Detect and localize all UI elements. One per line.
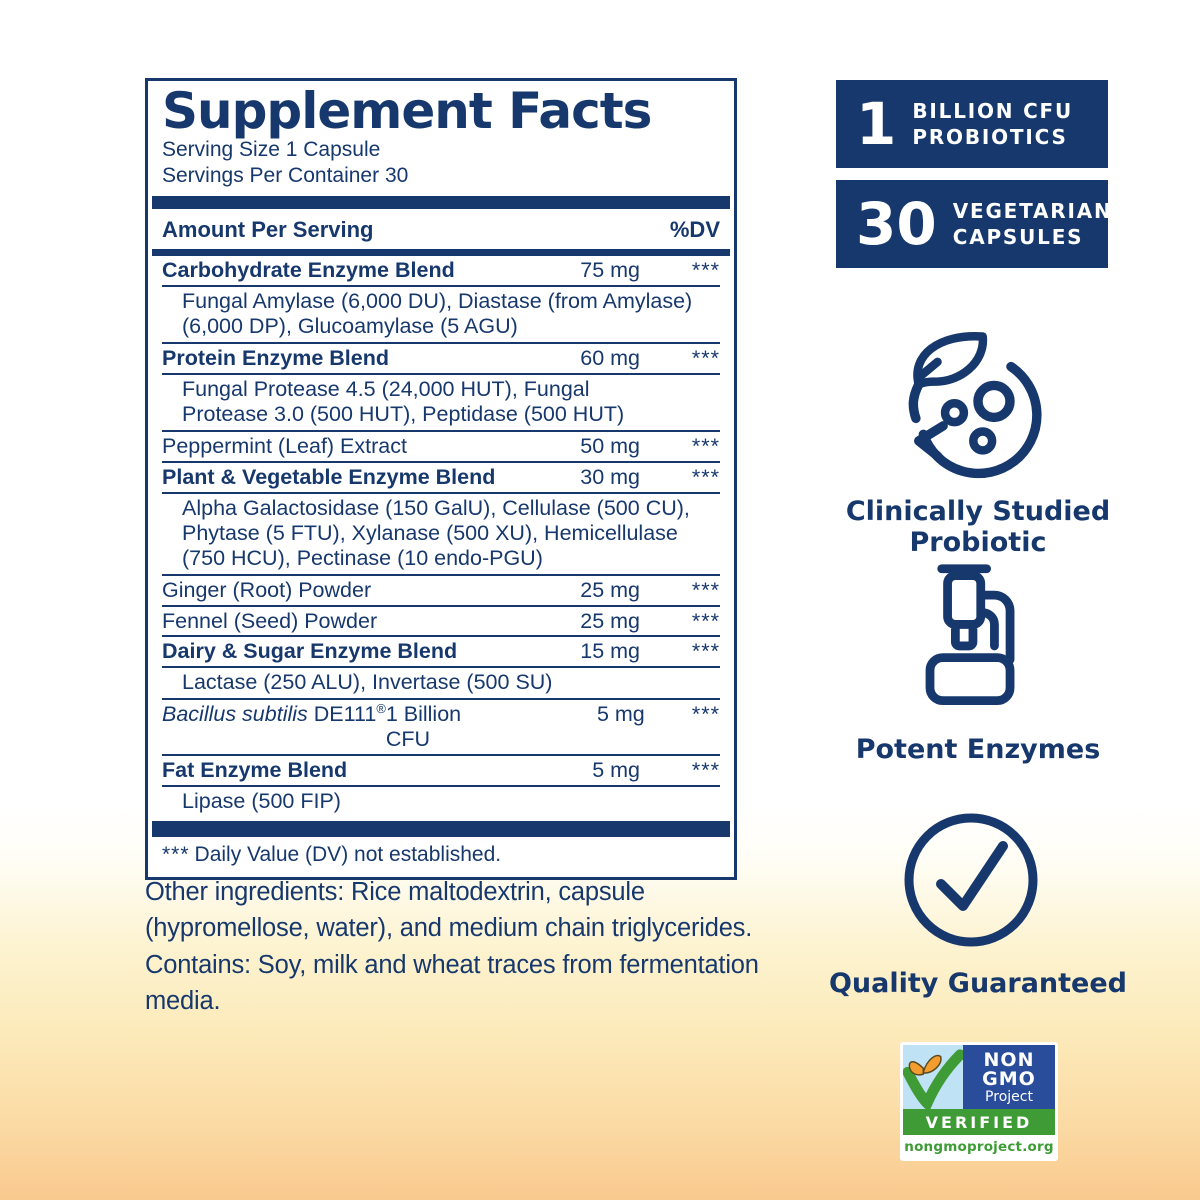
probiotics-cfu-badge: 1 BILLION CFU PROBIOTICS bbox=[836, 80, 1108, 168]
sub-ingredient-line: (750 HCU), Pectinase (10 endo-PGU) bbox=[182, 545, 543, 570]
ingredient-name: Plant & Vegetable Enzyme Blend bbox=[162, 464, 496, 489]
ingredient-amount: 25 mg bbox=[580, 608, 640, 633]
supplement-facts-panel: Supplement Facts Serving Size 1 Capsule … bbox=[145, 78, 737, 880]
table-row-protein-blend: Protein Enzyme Blend 60 mg *** bbox=[162, 342, 720, 373]
ingredient-name: Ginger (Root) Powder bbox=[162, 577, 372, 602]
footnote-asterisks: *** bbox=[162, 842, 190, 866]
seal-top: NON GMO Project bbox=[903, 1045, 1055, 1109]
table-row-fennel: Fennel (Seed) Powder 25 mg *** bbox=[162, 604, 720, 636]
other-ingredients-sentence: Other ingredients: Rice maltodextrin, ca… bbox=[145, 878, 753, 943]
ingredient-name: Fat Enzyme Blend bbox=[162, 757, 348, 782]
quality-guaranteed-label: Quality Guaranteed bbox=[828, 968, 1128, 999]
ingredient-amount: 50 mg bbox=[580, 434, 640, 459]
contains-allergens-sentence: Contains: Soy, milk and wheat traces fro… bbox=[145, 950, 759, 1016]
panel-title: Supplement Facts bbox=[162, 82, 652, 140]
sub-ingredient-line: Lipase (500 FIP) bbox=[182, 788, 341, 813]
microscope-icon bbox=[925, 564, 1015, 706]
badge-text-line: PROBIOTICS bbox=[912, 125, 1068, 149]
sub-ingredients-protein: Fungal Protease 4.5 (24,000 HUT), Fungal… bbox=[162, 372, 720, 430]
badge-number: 1 bbox=[856, 90, 897, 158]
ingredient-amount: 75 mg bbox=[580, 258, 640, 283]
amount-per-serving-header: Amount Per Serving bbox=[162, 217, 374, 243]
seal-non: NON bbox=[983, 1048, 1035, 1071]
sub-ingredients-dairy-sugar: Lactase (250 ALU), Invertase (500 SU) bbox=[162, 666, 720, 698]
sub-ingredient-line: Fungal Protease 4.5 (24,000 HUT), Fungal bbox=[182, 376, 590, 401]
dv-header: %DV bbox=[669, 217, 720, 243]
ingredient-dv: *** bbox=[691, 434, 720, 459]
seal-gmo: GMO bbox=[982, 1067, 1036, 1090]
ingredient-amount: 5 mg bbox=[592, 757, 640, 782]
genus-species-italic: Bacillus subtilis bbox=[162, 702, 308, 727]
table-header-row: Amount Per Serving %DV bbox=[162, 214, 720, 246]
servings-per-container: Servings Per Container 30 bbox=[162, 164, 409, 188]
ingredient-name: Peppermint (Leaf) Extract bbox=[162, 434, 407, 459]
seal-project: Project bbox=[985, 1088, 1033, 1105]
footnote-text: Daily Value (DV) not established. bbox=[194, 842, 502, 866]
ingredient-dv: *** bbox=[691, 577, 720, 602]
capsule-count-badge: 30 VEGETARIAN CAPSULES bbox=[836, 180, 1111, 268]
divider-bar-thick bbox=[152, 196, 730, 210]
check-circle-icon bbox=[904, 813, 1038, 947]
sub-ingredient-line: Lactase (250 ALU), Invertase (500 SU) bbox=[182, 670, 553, 695]
ingredient-dv: *** bbox=[691, 464, 720, 489]
probiotic-cycle-icon bbox=[908, 332, 1042, 479]
ingredient-amount: 15 mg bbox=[580, 639, 640, 664]
table-row-plant-vegetable-blend: Plant & Vegetable Enzyme Blend 30 mg *** bbox=[162, 460, 720, 492]
table-row-carbohydrate-blend: Carbohydrate Enzyme Blend 75 mg *** bbox=[162, 256, 720, 285]
ingredient-dv: *** bbox=[691, 608, 720, 633]
sub-ingredient-line: Alpha Galactosidase (150 GalU), Cellulas… bbox=[182, 495, 690, 520]
divider-bar-bottom bbox=[152, 820, 730, 837]
ingredient-name: Dairy & Sugar Enzyme Blend bbox=[162, 639, 458, 664]
ingredient-dv: *** bbox=[691, 702, 720, 727]
sub-ingredient-line: (6,000 DP), Glucoamylase (5 AGU) bbox=[182, 313, 518, 338]
non-gmo-seal: NON GMO Project VERIFIED nongmoproject.o… bbox=[900, 1042, 1058, 1161]
ingredient-amount: 60 mg bbox=[580, 346, 640, 371]
cfu-count: 1 Billion CFU bbox=[385, 702, 462, 752]
clinically-studied-label: Clinically Studied Probiotic bbox=[845, 496, 1111, 558]
sub-ingredient-line: Fungal Amylase (6,000 DU), Diastase (fro… bbox=[182, 288, 693, 313]
ingredient-amount: 30 mg bbox=[580, 464, 640, 489]
potent-enzymes-label: Potent Enzymes bbox=[855, 734, 1101, 765]
sub-ingredients-fat: Lipase (500 FIP) bbox=[162, 784, 720, 817]
sub-ingredient-line: Protease 3.0 (500 HUT), Peptidase (500 H… bbox=[182, 401, 625, 426]
badge-text: BILLION CFU PROBIOTICS bbox=[912, 98, 1073, 150]
sub-ingredient-line: Phytase (5 FTU), Xylanase (500 XU), Hemi… bbox=[182, 520, 678, 545]
ingredient-dv: *** bbox=[691, 346, 720, 371]
registered-mark: ® bbox=[376, 701, 386, 717]
table-row-bacillus-subtilis: Bacillus subtilis DE111® 1 Billion CFU 5… bbox=[162, 698, 720, 754]
ingredient-name: Fennel (Seed) Powder bbox=[162, 608, 378, 633]
serving-size: Serving Size 1 Capsule bbox=[162, 138, 381, 161]
divider-bar-medium bbox=[152, 249, 730, 257]
badge-text-line: CAPSULES bbox=[952, 225, 1084, 249]
ingredient-name: Bacillus subtilis DE111® bbox=[162, 701, 386, 727]
other-ingredients: Other ingredients: Rice maltodextrin, ca… bbox=[145, 874, 785, 1020]
ingredient-name: Protein Enzyme Blend bbox=[162, 346, 389, 371]
strain-name: DE111 bbox=[307, 702, 377, 727]
table-row-peppermint: Peppermint (Leaf) Extract 50 mg *** bbox=[162, 430, 720, 461]
seal-project-block: NON GMO Project bbox=[963, 1045, 1055, 1109]
table-row-dairy-sugar-blend: Dairy & Sugar Enzyme Blend 15 mg *** bbox=[162, 635, 720, 666]
dv-footnote: *** Daily Value (DV) not established. bbox=[162, 842, 720, 869]
table-row-ginger: Ginger (Root) Powder 25 mg *** bbox=[162, 573, 720, 605]
ingredient-amount: 25 mg bbox=[580, 577, 640, 602]
sub-ingredients-plant-vegetable: Alpha Galactosidase (150 GalU), Cellulas… bbox=[162, 491, 720, 574]
table-row-fat-blend: Fat Enzyme Blend 5 mg *** bbox=[162, 753, 720, 785]
seal-verified-band: VERIFIED bbox=[903, 1109, 1055, 1135]
badge-text: VEGETARIAN CAPSULES bbox=[953, 198, 1113, 250]
ingredient-dv: *** bbox=[691, 757, 720, 782]
badge-text-line: VEGETARIAN bbox=[952, 199, 1113, 223]
ingredient-dv: *** bbox=[691, 639, 720, 664]
badge-number: 30 bbox=[856, 190, 937, 258]
sub-ingredients-carbohydrate: Fungal Amylase (6,000 DU), Diastase (fro… bbox=[162, 284, 720, 342]
butterfly-check-icon bbox=[903, 1045, 963, 1109]
ingredient-name: Carbohydrate Enzyme Blend bbox=[162, 258, 455, 283]
ingredient-amount: 5 mg bbox=[596, 702, 645, 727]
badge-text-line: BILLION CFU bbox=[912, 99, 1074, 123]
ingredient-dv: *** bbox=[691, 258, 720, 283]
seal-url: nongmoproject.org bbox=[904, 1138, 1054, 1155]
